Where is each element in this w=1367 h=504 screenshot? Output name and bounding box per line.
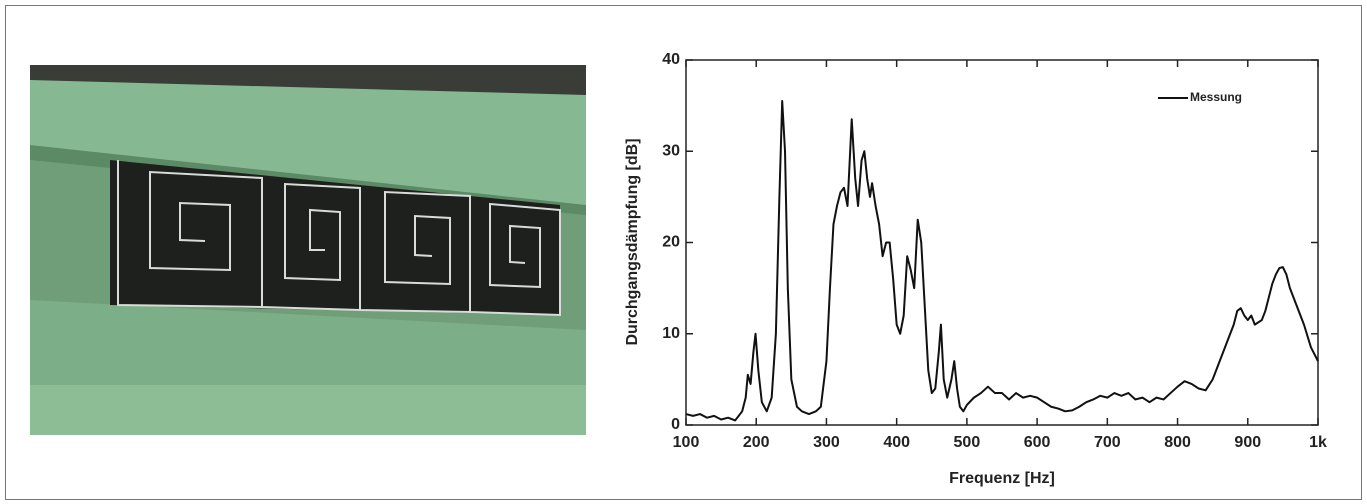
x-tick-label: 1k (1309, 434, 1327, 451)
x-tick-label: 200 (743, 434, 770, 451)
spiral (359, 188, 471, 314)
spiral (261, 178, 361, 312)
photo-spirals (117, 160, 561, 317)
y-tick-label: 20 (662, 234, 680, 251)
x-tick-label: 800 (1164, 434, 1191, 451)
photo-cavity (110, 160, 560, 315)
y-tick-label: 40 (662, 51, 680, 68)
x-tick-label: 900 (1234, 434, 1261, 451)
y-tick-label: 30 (662, 142, 680, 159)
photo-upper-beam (30, 80, 586, 210)
y-axis-title: Durchgangsdämpfung [dB] (624, 138, 641, 345)
x-tick-label: 300 (813, 434, 840, 451)
photo (30, 65, 586, 435)
spiral (117, 160, 263, 309)
y-tick-label: 10 (662, 325, 680, 342)
x-tick-label: 600 (1024, 434, 1051, 451)
x-tick-label: 700 (1094, 434, 1121, 451)
data-line (685, 100, 1319, 422)
x-axis-title: Frequenz [Hz] (949, 470, 1055, 487)
legend-label: Messung (1190, 90, 1242, 104)
x-tick-label: 100 (673, 434, 700, 451)
x-tick-label: 500 (954, 434, 981, 451)
photo-floor (30, 385, 586, 435)
x-tick-label: 400 (883, 434, 910, 451)
spiral (469, 196, 561, 317)
y-tick-label: 0 (671, 416, 680, 433)
photo-lower-beam (30, 300, 586, 395)
